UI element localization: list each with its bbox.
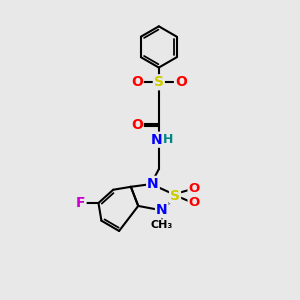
Text: H: H — [163, 133, 173, 146]
Text: F: F — [76, 196, 86, 210]
Text: S: S — [170, 189, 180, 202]
Text: N: N — [147, 177, 159, 191]
Text: N: N — [151, 133, 162, 147]
Text: O: O — [188, 196, 200, 209]
Text: CH₃: CH₃ — [151, 220, 173, 230]
Text: N: N — [156, 203, 168, 218]
Text: O: O — [131, 118, 143, 132]
Text: O: O — [175, 75, 187, 89]
Text: S: S — [154, 75, 164, 89]
Text: O: O — [131, 75, 143, 89]
Text: O: O — [188, 182, 200, 195]
